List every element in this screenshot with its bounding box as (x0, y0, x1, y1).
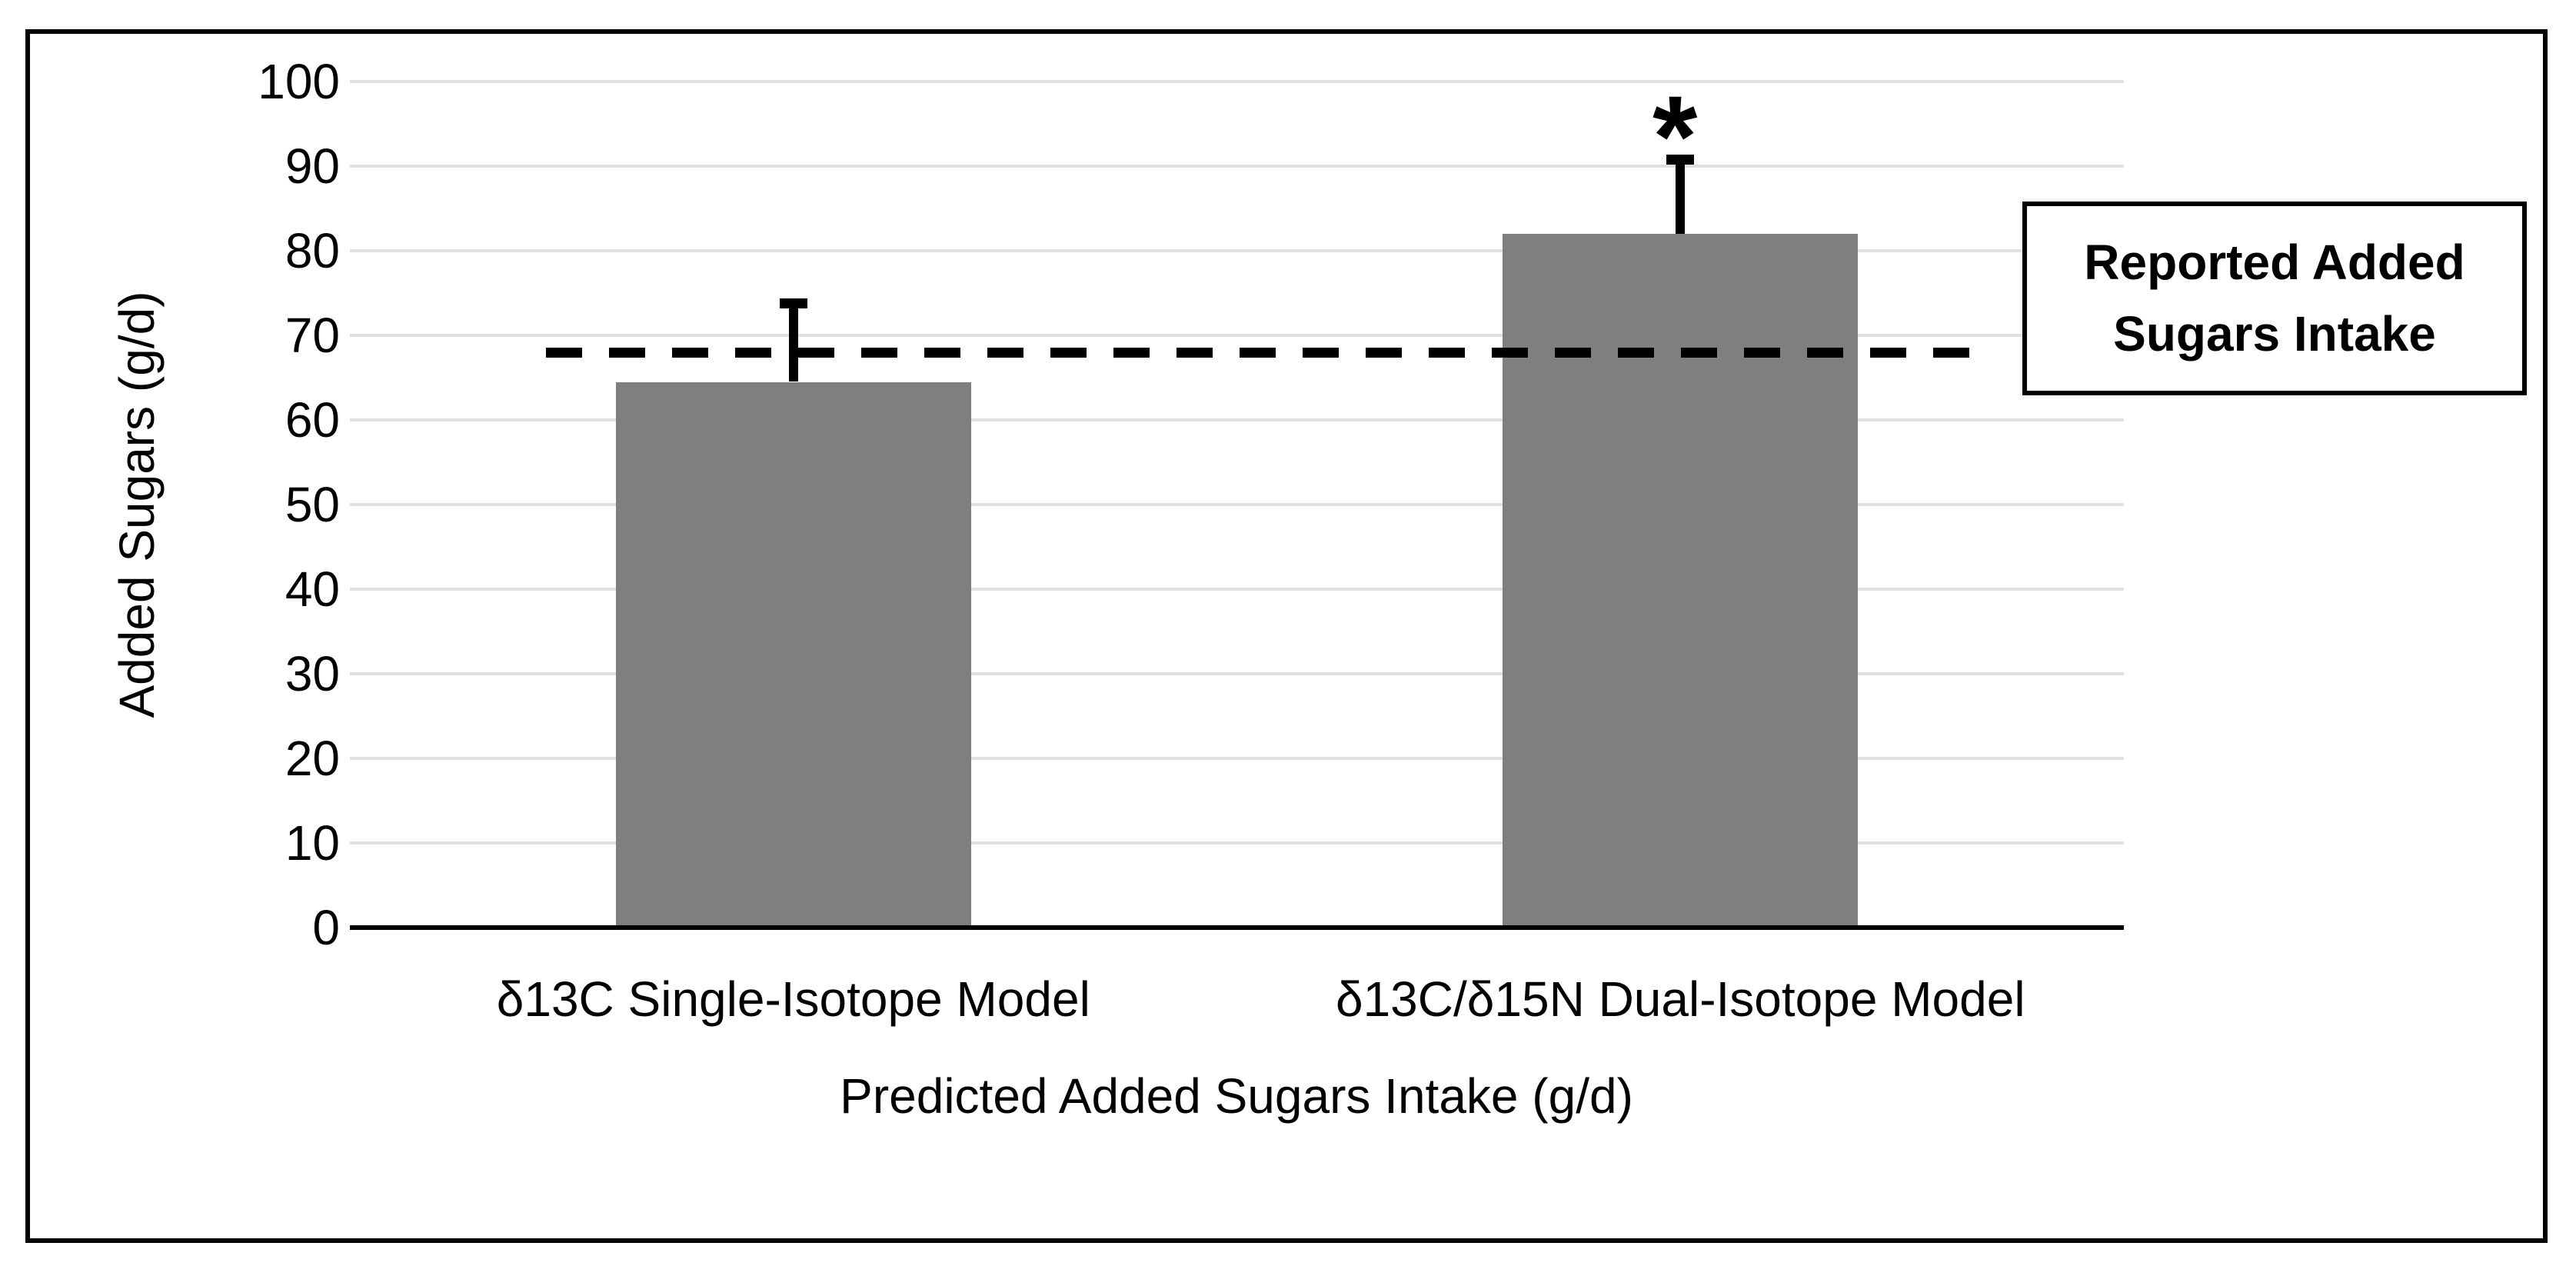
y-tick-label: 80 (285, 223, 340, 278)
gridline (350, 672, 2124, 675)
bar (615, 381, 971, 925)
bar (1503, 234, 1859, 925)
gridline (350, 334, 2124, 337)
plot-area: * (350, 78, 2124, 930)
y-tick-label: 60 (285, 392, 340, 448)
gridline (350, 249, 2124, 252)
gridline (350, 841, 2124, 845)
x-axis-title: Predicted Added Sugars Intake (g/d) (840, 1068, 1633, 1124)
x-axis-line (350, 925, 2124, 930)
gridline (350, 757, 2124, 760)
reference-line-label: Reported Added Sugars Intake (2084, 235, 2465, 361)
error-bar-line (1676, 159, 1686, 234)
gridline (350, 503, 2124, 506)
y-tick-label: 90 (285, 138, 340, 194)
y-tick-label: 70 (285, 308, 340, 363)
significance-asterisk: * (1652, 72, 1698, 202)
x-category-label: δ13C/δ15N Dual-Isotope Model (1335, 971, 2025, 1027)
x-category-label: δ13C Single-Isotope Model (496, 971, 1090, 1027)
gridline (350, 165, 2124, 168)
error-bar-cap (779, 298, 807, 308)
gridline (350, 418, 2124, 421)
y-tick-label: 10 (285, 815, 340, 871)
y-tick-label: 40 (285, 561, 340, 617)
y-tick-label: 0 (312, 900, 340, 955)
error-bar-cap (1666, 154, 1695, 165)
gridline (350, 588, 2124, 591)
y-tick-label: 100 (258, 54, 340, 109)
reference-line-label-box: Reported Added Sugars Intake (2022, 202, 2527, 395)
y-tick-label: 20 (285, 731, 340, 786)
y-tick-label: 50 (285, 477, 340, 532)
reference-dashed-line (546, 347, 1981, 358)
y-tick-label: 30 (285, 646, 340, 701)
error-bar-line (788, 303, 798, 382)
gridline (350, 80, 2124, 83)
